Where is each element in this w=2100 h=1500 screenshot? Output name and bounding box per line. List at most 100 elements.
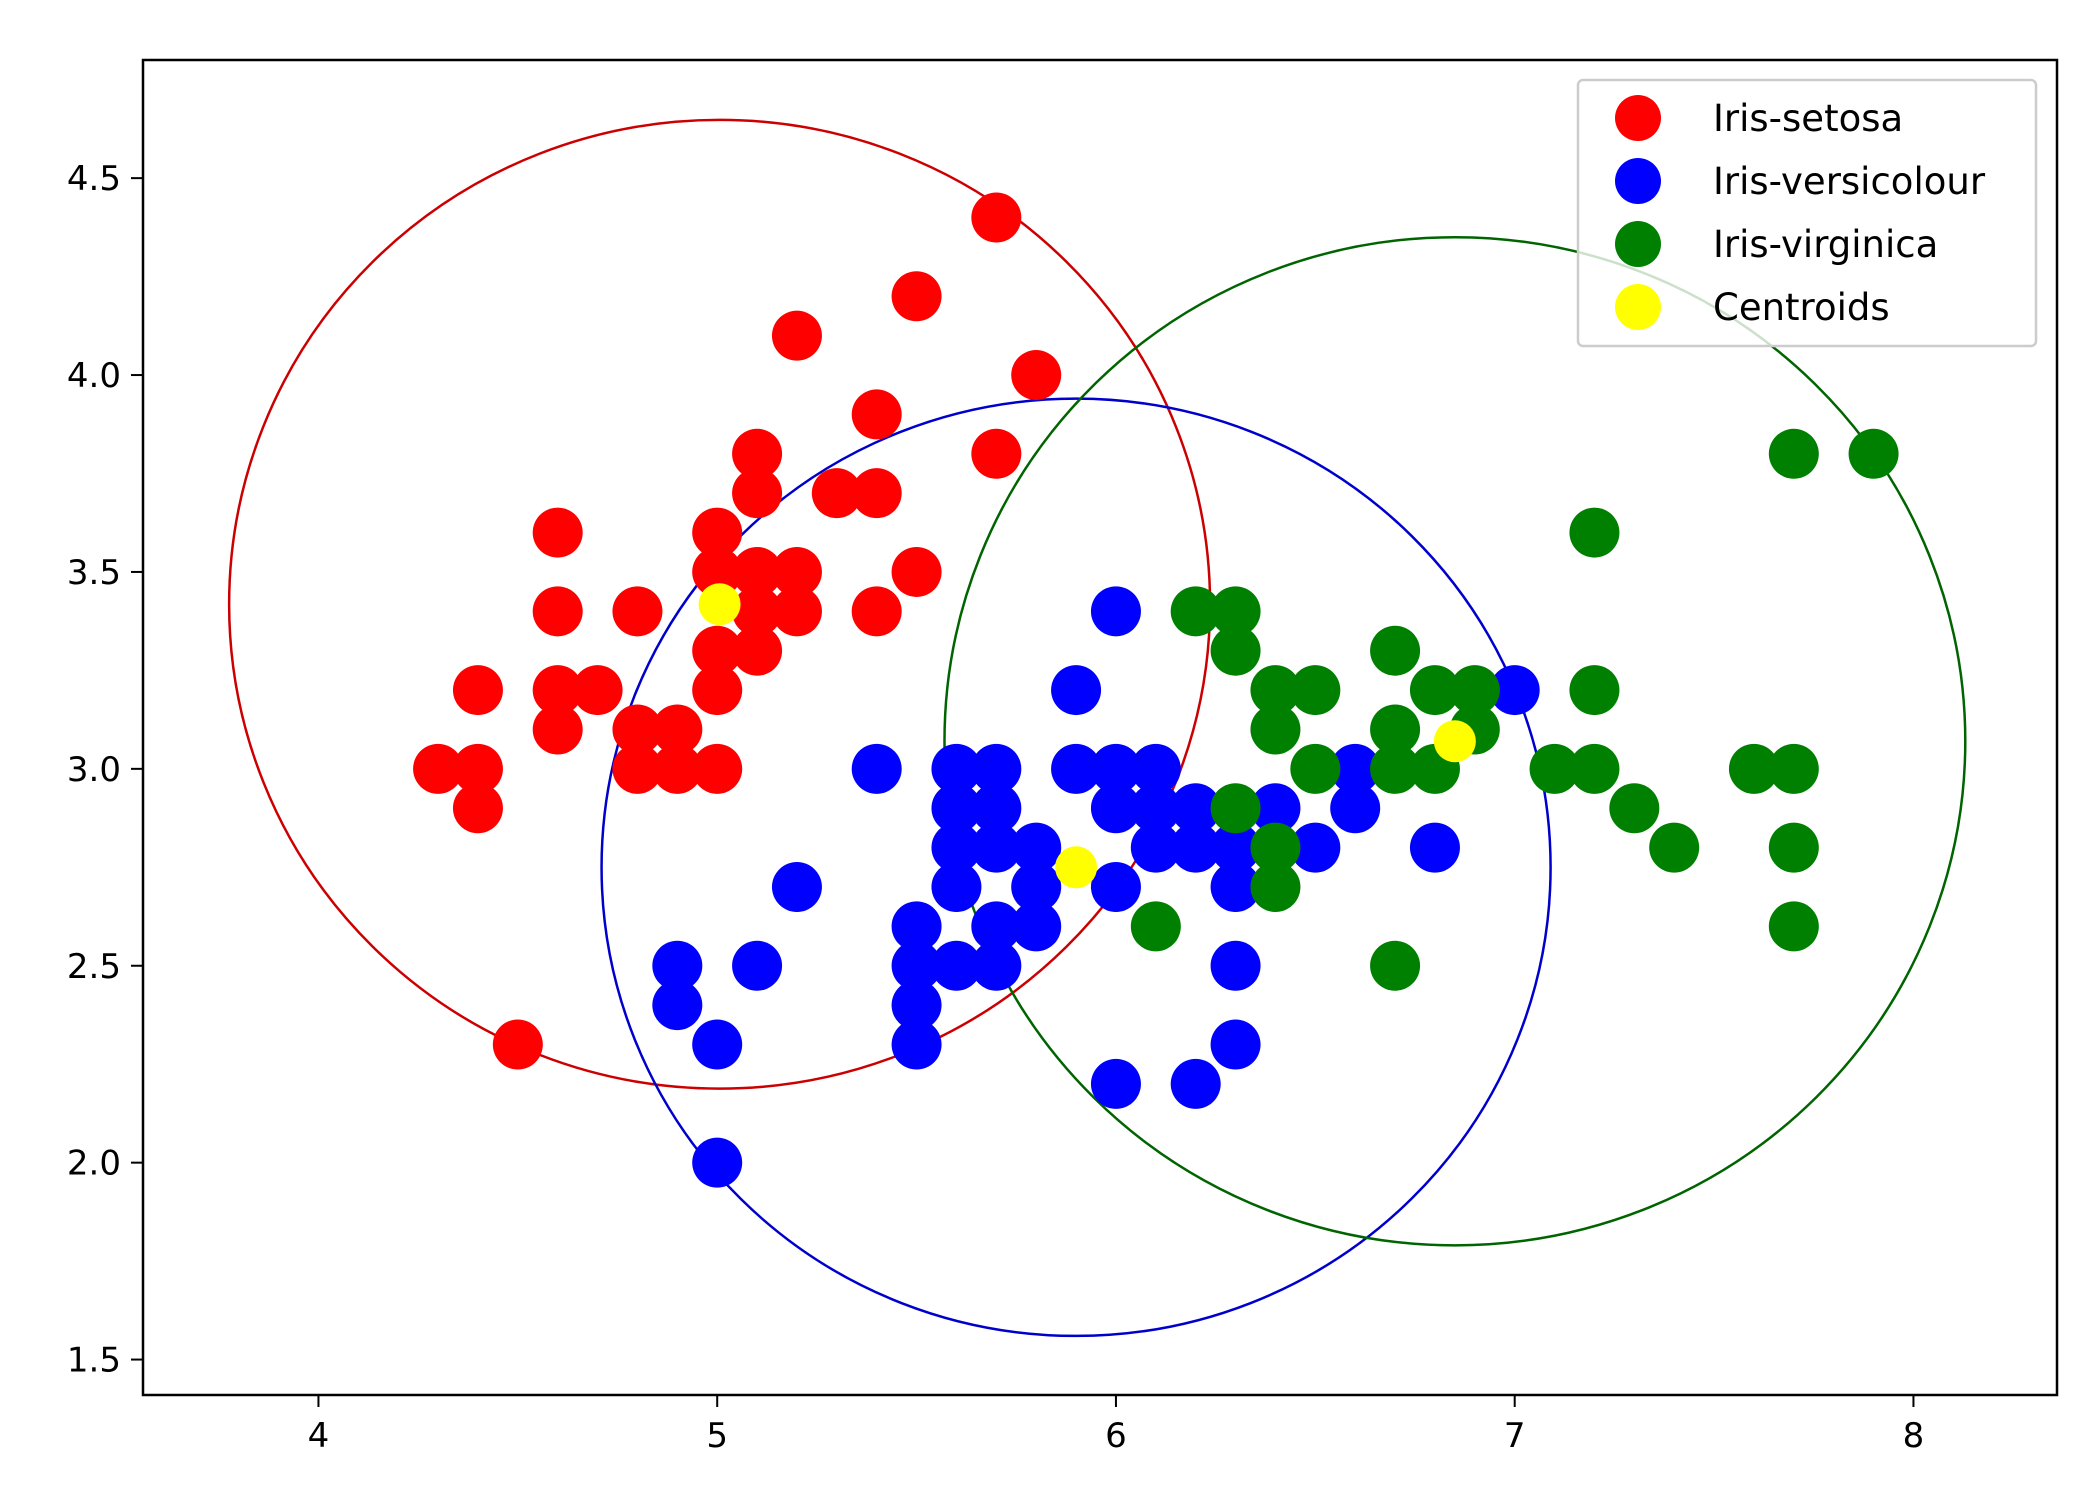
point-0-13: [732, 546, 783, 597]
point-1-21: [1170, 822, 1221, 873]
cluster-circles: [227, 118, 1967, 1338]
point-0-24: [532, 665, 583, 716]
legend: Iris-setosa Iris-versicolour Iris-virginic…: [1576, 78, 2038, 348]
point-1-43: [1210, 1019, 1261, 1070]
point-2-8: [1290, 665, 1341, 716]
point-2-13: [1370, 704, 1421, 755]
point-0-15: [891, 546, 942, 597]
point-1-30: [891, 901, 942, 952]
point-2-10: [1449, 665, 1500, 716]
point-2-1: [1848, 428, 1899, 479]
point-1-0: [1090, 586, 1141, 637]
point-2-28: [1130, 901, 1181, 952]
y-tick-label-4: 3.5: [67, 553, 121, 593]
point-1-19: [1011, 822, 1062, 873]
point-1-42: [891, 1019, 942, 1070]
point-1-41: [692, 1019, 743, 1070]
point-1-1: [1051, 665, 1102, 716]
point-1-9: [1330, 743, 1381, 794]
legend-marker-2: [1615, 221, 1661, 267]
point-2-29: [1768, 901, 1819, 952]
point-1-8: [1130, 743, 1181, 794]
point-1-26: [931, 861, 982, 912]
point-0-29: [652, 704, 703, 755]
x-axis: 4 5 6 7 8: [308, 1395, 1925, 1456]
x-tick-label-4: 8: [1903, 1416, 1925, 1456]
y-tick-label-6: 4.5: [67, 159, 121, 199]
point-1-15: [1250, 783, 1301, 834]
point-1-7: [1090, 743, 1141, 794]
legend-marker-1: [1615, 158, 1661, 204]
y-tick-label-3: 3.0: [67, 750, 121, 790]
point-0-7: [732, 468, 783, 519]
point-0-5: [732, 428, 783, 479]
point-0-3: [1011, 350, 1062, 401]
point-0-36: [492, 1019, 543, 1070]
point-0-2: [771, 310, 822, 361]
point-1-13: [1130, 783, 1181, 834]
point-2-21: [1768, 743, 1819, 794]
point-1-39: [652, 980, 703, 1031]
series-0: [413, 192, 1062, 1070]
cluster-circle-1: [600, 397, 1552, 1338]
plot-frame: [141, 58, 2059, 1397]
point-0-4: [851, 389, 902, 440]
legend-label-2: Iris-virginica: [1713, 223, 1938, 266]
point-2-3: [1170, 586, 1221, 637]
data-points: [413, 192, 1899, 1188]
point-0-9: [851, 468, 902, 519]
point-0-16: [532, 586, 583, 637]
series-2: [1130, 428, 1899, 991]
point-0-0: [971, 192, 1022, 243]
point-0-17: [612, 586, 663, 637]
point-1-4: [931, 743, 982, 794]
point-2-2: [1569, 507, 1620, 558]
point-0-35: [452, 783, 503, 834]
point-2-12: [1250, 704, 1301, 755]
x-tick-label-0: 4: [308, 1416, 330, 1456]
point-1-46: [692, 1137, 743, 1188]
point-0-33: [652, 743, 703, 794]
point-2-27: [1250, 861, 1301, 912]
y-tick-label-5: 4.0: [67, 356, 121, 396]
point-1-10: [931, 783, 982, 834]
point-1-16: [1330, 783, 1381, 834]
point-1-11: [971, 783, 1022, 834]
point-2-19: [1569, 743, 1620, 794]
point-1-40: [891, 980, 942, 1031]
y-tick-label-1: 2.0: [67, 1144, 121, 1184]
point-0-12: [692, 546, 743, 597]
point-1-31: [971, 901, 1022, 952]
point-1-32: [1011, 901, 1062, 952]
point-2-30: [1370, 940, 1421, 991]
point-1-12: [1090, 783, 1141, 834]
y-tick-label-0: 1.5: [67, 1341, 121, 1381]
point-1-45: [1170, 1058, 1221, 1109]
point-0-19: [771, 586, 822, 637]
legend-label-1: Iris-versicolour: [1713, 160, 1986, 203]
point-2-6: [1370, 625, 1421, 676]
point-2-16: [1370, 743, 1421, 794]
point-1-25: [771, 861, 822, 912]
point-2-0: [1768, 428, 1819, 479]
point-1-29: [1210, 861, 1261, 912]
x-tick-label-3: 7: [1504, 1416, 1526, 1456]
point-0-20: [851, 586, 902, 637]
point-3-1: [1055, 846, 1098, 889]
x-tick-label-1: 5: [706, 1416, 728, 1456]
y-tick-label-2: 2.5: [67, 947, 121, 987]
point-0-1: [891, 271, 942, 322]
point-2-24: [1250, 822, 1301, 873]
point-2-23: [1609, 783, 1660, 834]
point-3-0: [698, 583, 741, 626]
point-1-14: [1170, 783, 1221, 834]
point-1-17: [931, 822, 982, 873]
point-0-21: [692, 625, 743, 676]
point-1-36: [931, 940, 982, 991]
point-0-25: [572, 665, 623, 716]
point-1-5: [971, 743, 1022, 794]
point-0-27: [532, 704, 583, 755]
point-1-27: [1011, 861, 1062, 912]
point-0-26: [692, 665, 743, 716]
point-2-18: [1529, 743, 1580, 794]
